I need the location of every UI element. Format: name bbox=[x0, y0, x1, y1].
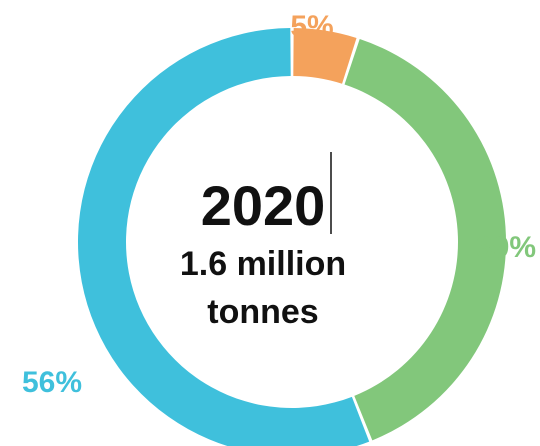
donut-slice-39 bbox=[344, 38, 506, 441]
chart-subtitle-line1: 1.6 million bbox=[180, 245, 346, 283]
donut-slice-5 bbox=[293, 28, 357, 84]
slice-labels: 5% 39% 56% bbox=[22, 10, 536, 399]
donut-slice-56 bbox=[78, 28, 370, 446]
donut-slices bbox=[78, 28, 506, 446]
slice-label-5: 5% bbox=[290, 10, 333, 43]
slice-label-56: 56% bbox=[22, 366, 82, 399]
chart-title: 2020 bbox=[201, 174, 326, 237]
chart-subtitle-line2: tonnes bbox=[207, 293, 318, 331]
slice-label-39: 39% bbox=[476, 231, 536, 264]
